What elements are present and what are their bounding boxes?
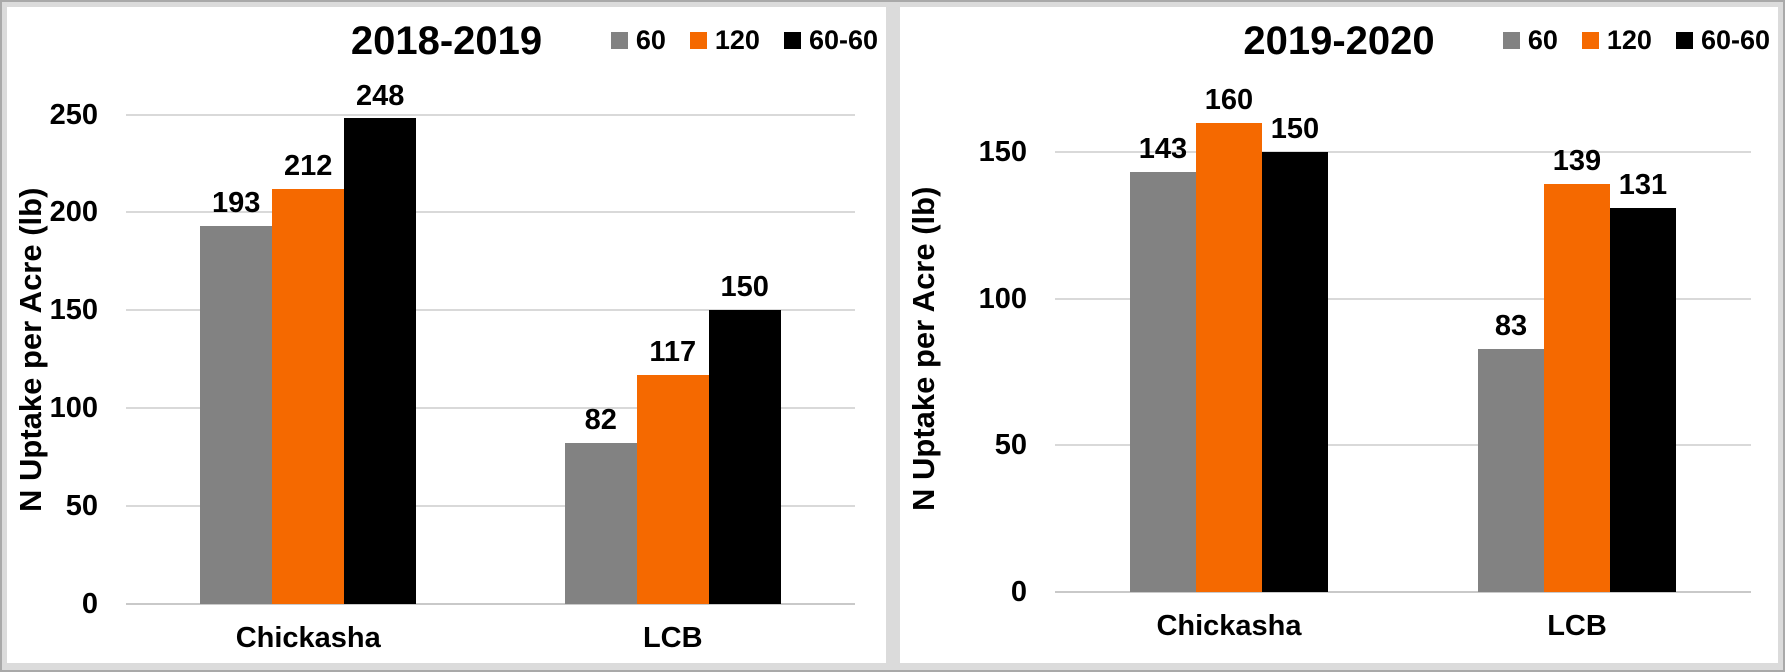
legend: 60 120 60-60 [610, 25, 878, 56]
bar-value-label: 82 [584, 404, 617, 437]
bar-chickasha-60-60 [344, 118, 417, 604]
y-tick-label: 150 [978, 135, 1027, 168]
plot-area: 143 160 150 83 139 131 [1055, 84, 1751, 593]
bar-value-label: 193 [212, 187, 261, 220]
legend-marker-120 [689, 32, 707, 49]
y-tick-label: 100 [49, 392, 98, 425]
bar-value-label: 248 [356, 79, 405, 112]
bar-value-label: 83 [1494, 309, 1528, 342]
x-axis-line [1055, 591, 1751, 593]
bar-chickasha-120 [272, 188, 345, 604]
gridline [126, 407, 855, 410]
legend-marker-60 [610, 32, 628, 49]
y-tick-label: 150 [49, 294, 98, 327]
bar-lcb-60-60 [1610, 207, 1676, 592]
y-tick-label: 50 [994, 429, 1027, 462]
legend-label-60-60: 60-60 [808, 25, 878, 55]
legend-label-120: 120 [714, 25, 760, 55]
bar-lcb-60-60 [708, 310, 781, 604]
y-tick-label: 200 [49, 196, 98, 229]
bar-lcb-60 [564, 443, 637, 604]
bar-lcb-60 [1478, 348, 1544, 592]
bar-chickasha-60 [1130, 172, 1196, 592]
legend-label-60-60: 60-60 [1700, 25, 1770, 55]
legend-marker-120 [1581, 32, 1599, 49]
legend-item-60-60: 60-60 [783, 25, 878, 56]
bar-value-label: 117 [649, 335, 697, 368]
y-tick-label: 50 [65, 490, 98, 523]
chart-title: 2019-2020 [1243, 19, 1435, 63]
plot-area: 193 212 248 82 117 150 [126, 80, 855, 605]
gridline [126, 309, 855, 312]
legend-label-120: 120 [1606, 25, 1652, 55]
y-tick-label: 0 [1010, 576, 1027, 608]
bar-chickasha-60-60 [1262, 151, 1328, 592]
legend-label-60: 60 [635, 25, 666, 55]
legend-marker-60-60 [1675, 32, 1693, 49]
category-label-lcb: LCB [642, 622, 703, 654]
legend-item-60: 60 [610, 25, 666, 56]
gridline [1055, 297, 1751, 300]
y-tick-label: 250 [49, 98, 98, 131]
legend-marker-60 [1502, 32, 1520, 49]
bar-lcb-120 [1544, 184, 1610, 592]
x-axis-line [126, 603, 855, 605]
category-label-lcb: LCB [1547, 610, 1607, 642]
legend-item-120: 120 [1581, 25, 1652, 56]
y-tick-label: 0 [81, 588, 98, 620]
legend: 60 120 60-60 [1502, 25, 1770, 56]
bar-value-label: 212 [284, 149, 333, 182]
gridline [1055, 150, 1751, 153]
gridline [126, 211, 855, 214]
bar-value-label: 143 [1138, 133, 1188, 166]
bar-value-label: 139 [1552, 145, 1602, 178]
legend-item-60: 60 [1502, 25, 1558, 56]
gridline [1055, 444, 1751, 447]
bar-value-label: 131 [1618, 168, 1668, 201]
gridline [126, 505, 855, 508]
legend-item-60-60: 60-60 [1675, 25, 1770, 56]
chart-panel-2019-2020: 2019-2020 60 120 60-60 N Uptake per Acre… [900, 7, 1778, 663]
bar-value-label: 160 [1204, 83, 1254, 116]
bar-chickasha-120 [1196, 122, 1262, 592]
legend-marker-60-60 [783, 32, 801, 49]
category-label-chickasha: Chickasha [1156, 610, 1302, 642]
bar-value-label: 150 [720, 271, 769, 304]
legend-label-60: 60 [1527, 25, 1558, 55]
chart-panel-2018-2019: 2018-2019 60 120 60-60 N Uptake per Acre… [7, 7, 886, 663]
bar-value-label: 150 [1270, 112, 1320, 145]
legend-item-120: 120 [689, 25, 760, 56]
category-label-chickasha: Chickasha [235, 622, 381, 654]
bar-chickasha-60 [200, 226, 273, 604]
y-axis-title: N Uptake per Acre (lb) [13, 187, 48, 512]
y-axis-title: N Uptake per Acre (lb) [906, 186, 941, 511]
chart-title: 2018-2019 [350, 19, 543, 63]
bar-lcb-120 [636, 374, 709, 604]
y-tick-label: 100 [978, 282, 1027, 315]
gridline [126, 113, 855, 116]
